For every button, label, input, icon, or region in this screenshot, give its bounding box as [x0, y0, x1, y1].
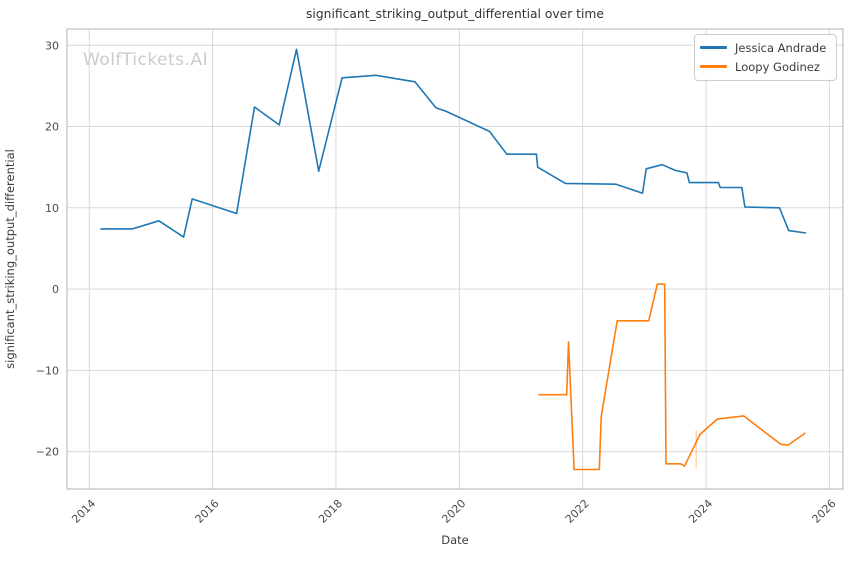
x-tick-label-2016: 2016 — [193, 497, 222, 526]
y-tick-label-0: 0 — [52, 283, 59, 296]
y-tick-label-10: 10 — [45, 202, 59, 215]
y-tick-label-30: 30 — [45, 39, 59, 52]
y-tick-label-−10: −10 — [36, 364, 59, 377]
watermark: WolfTickets.AI — [83, 50, 208, 70]
y-tick-label-20: 20 — [45, 121, 59, 134]
x-tick-label-2026: 2026 — [810, 497, 839, 526]
legend-swatch-loopy-godinez — [700, 65, 727, 68]
legend-label: Loopy Godinez — [735, 59, 820, 74]
chart-title: significant_striking_output_differential… — [306, 7, 604, 21]
legend: Jessica Andrade Loopy Godinez — [694, 34, 837, 81]
y-axis-label: significant_striking_output_differential — [3, 149, 17, 369]
series-line-loopy-godinez — [538, 283, 806, 471]
legend-item-jessica-andrade: Jessica Andrade — [700, 38, 828, 57]
x-tick-label-2024: 2024 — [686, 497, 715, 526]
series-line-jessica-andrade — [100, 48, 807, 238]
legend-swatch-jessica-andrade — [700, 46, 727, 49]
x-tick-label-2018: 2018 — [316, 497, 345, 526]
x-tick-label-2020: 2020 — [439, 497, 468, 526]
legend-item-loopy-godinez: Loopy Godinez — [700, 57, 828, 76]
plot-border — [66, 28, 844, 490]
x-axis-label: Date — [441, 533, 469, 547]
y-tick-label-−20: −20 — [36, 446, 59, 459]
x-tick-label-2014: 2014 — [69, 497, 98, 526]
x-tick-label-2022: 2022 — [563, 497, 592, 526]
legend-label: Jessica Andrade — [735, 40, 827, 55]
